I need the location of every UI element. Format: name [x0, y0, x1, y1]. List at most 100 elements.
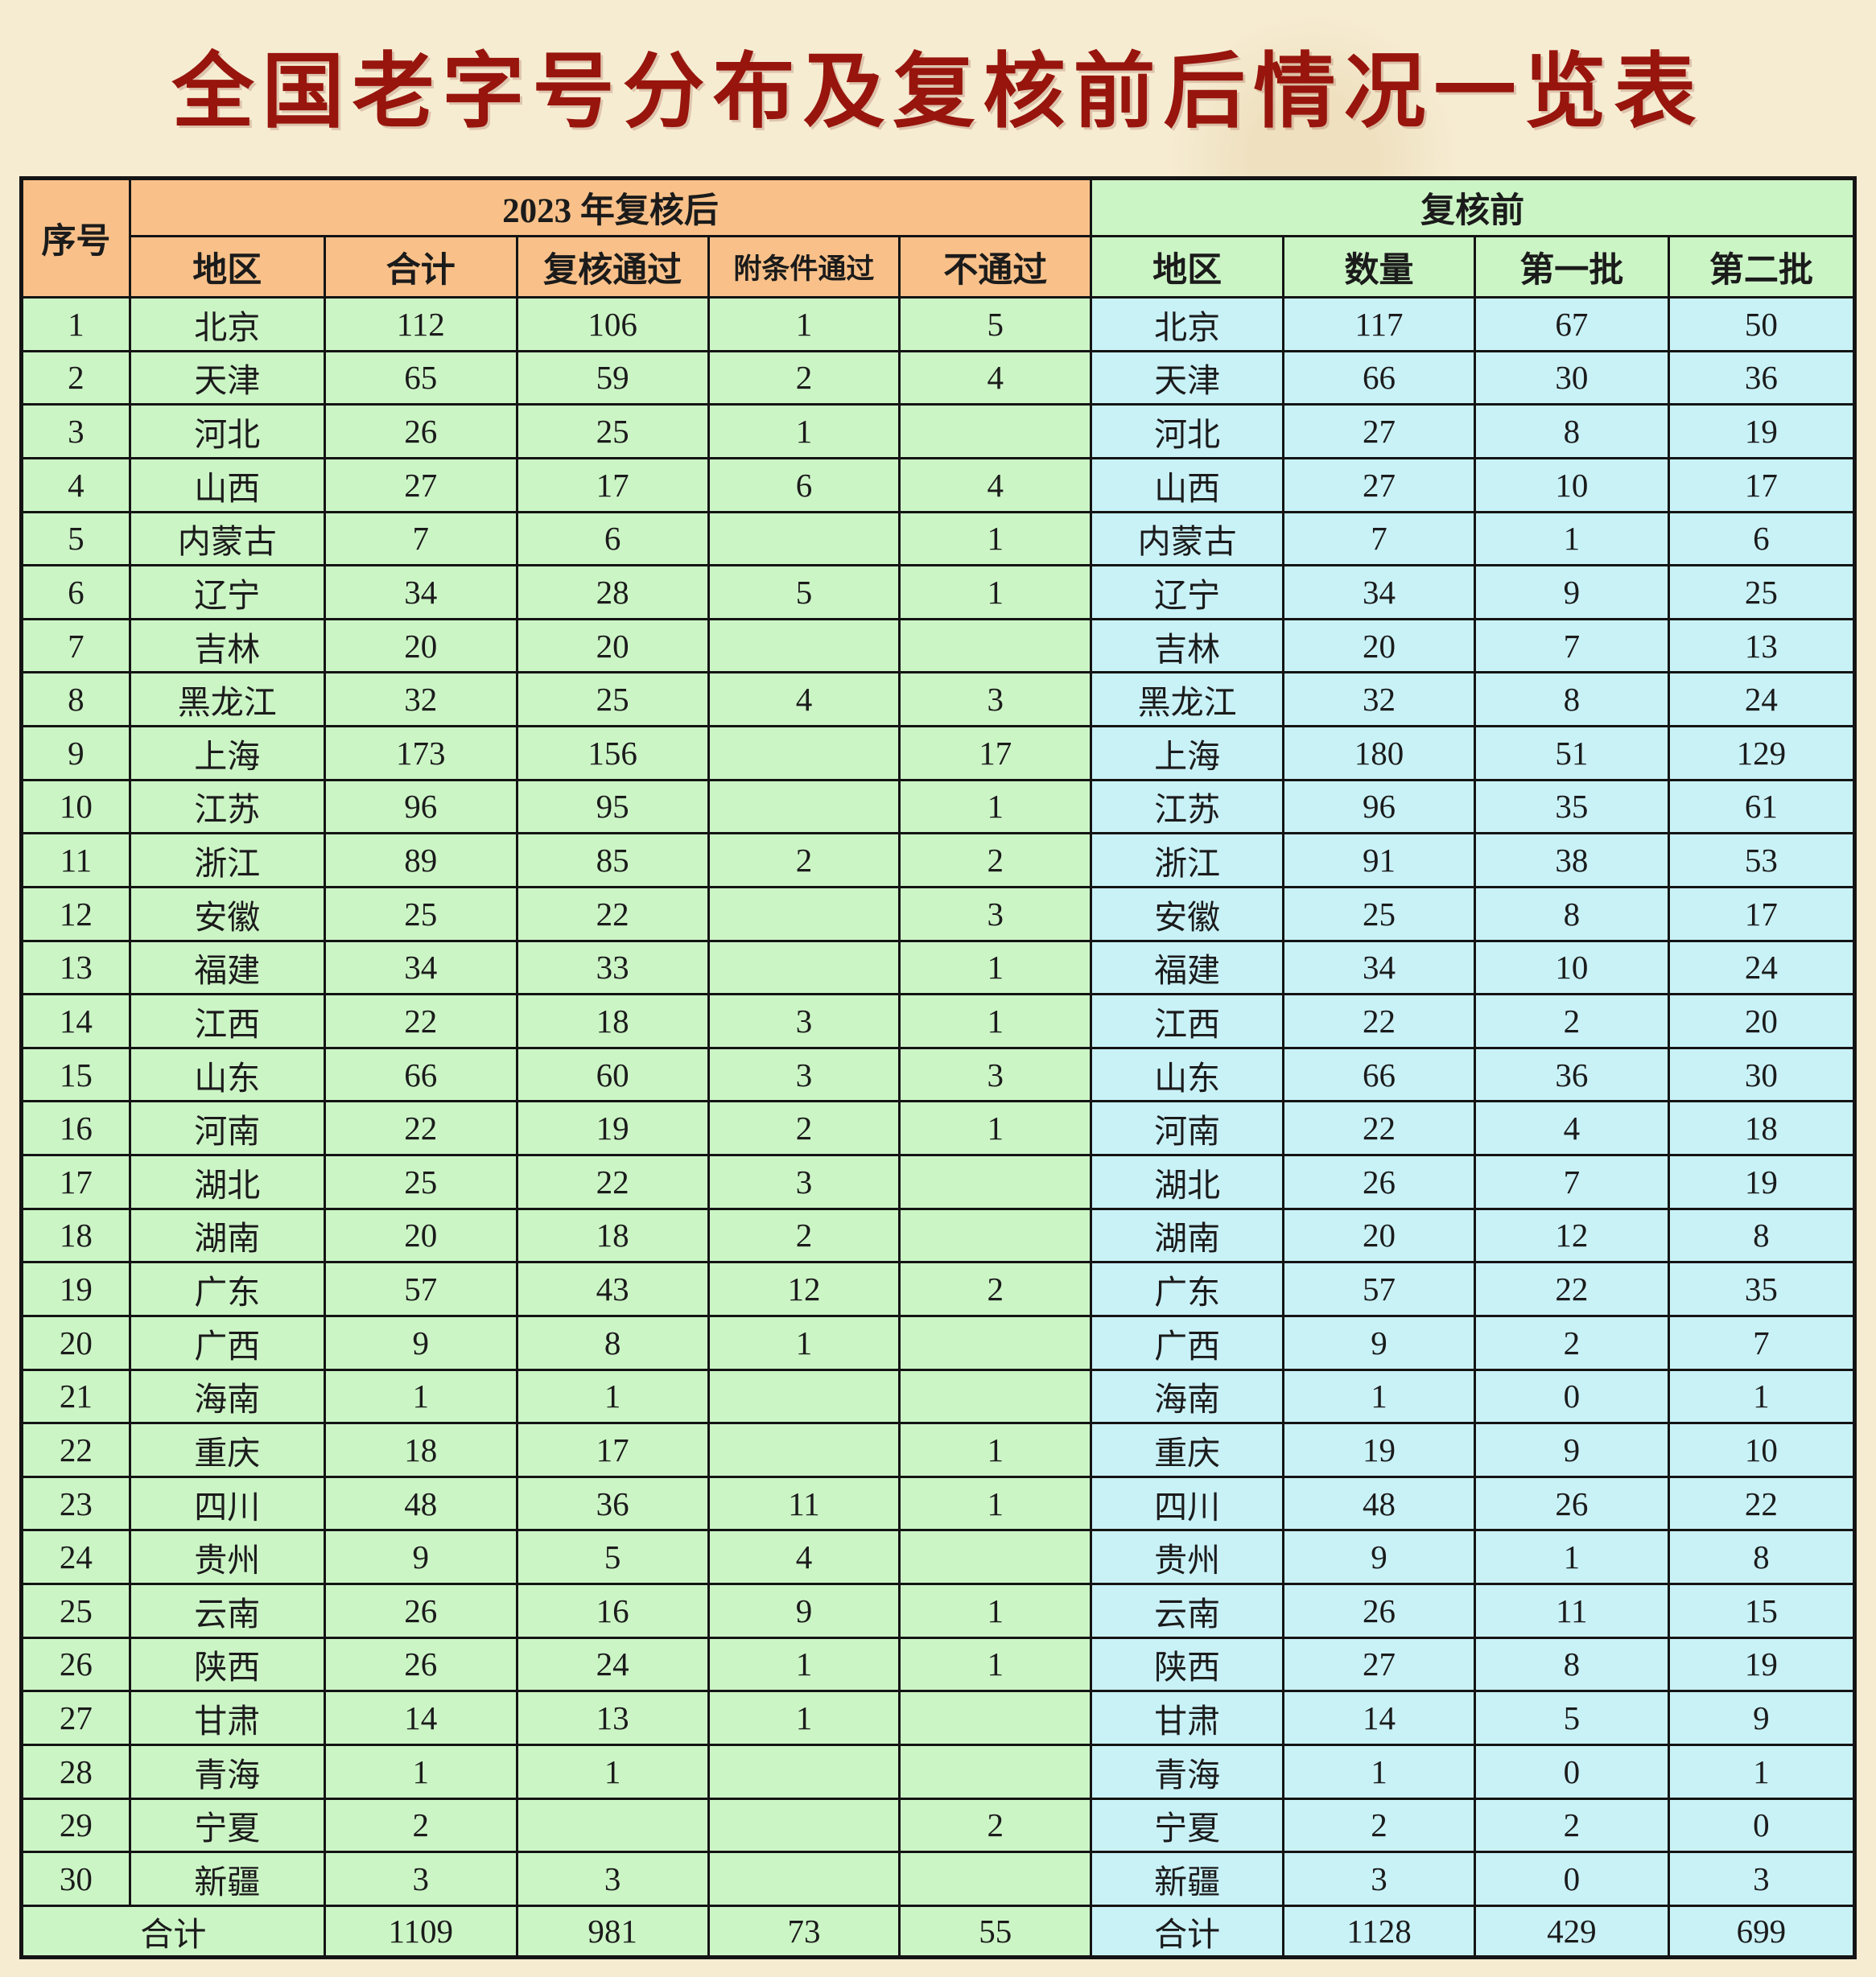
table-row: 10 江苏 96 95 1 江苏 96 35 61 — [20, 778, 1857, 835]
cell-conditional — [707, 510, 901, 567]
cell-batch1: 67 — [1473, 296, 1670, 352]
cell-conditional: 6 — [707, 456, 901, 513]
cell-total: 9 — [323, 1314, 518, 1371]
cell-total: 9 — [323, 1529, 518, 1585]
cell-batch2: 10 — [1667, 1422, 1857, 1478]
cell-pre-region: 广东 — [1090, 1261, 1285, 1317]
cell-pre-region: 四川 — [1090, 1475, 1285, 1532]
cell-failed: 1 — [898, 1475, 1093, 1532]
cell-conditional: 12 — [707, 1261, 901, 1317]
cell-region: 甘肃 — [128, 1690, 326, 1746]
cell-pre-region: 江苏 — [1090, 778, 1285, 835]
cell-conditional: 2 — [707, 349, 901, 406]
page-title: 全国老字号分布及复核前后情况一览表 — [171, 47, 1705, 138]
cell-pre-total: 1 — [1282, 1368, 1476, 1425]
cell-batch2: 17 — [1667, 456, 1857, 513]
col-header-conditional-pass: 附条件通过 — [707, 235, 901, 299]
cell-failed: 1 — [898, 510, 1093, 567]
cell-total: 1 — [323, 1743, 518, 1800]
cell-pre-region: 浙江 — [1090, 832, 1285, 888]
cell-region: 新疆 — [128, 1851, 326, 1907]
col-header-seq: 序号 — [20, 177, 131, 299]
cell-total: 32 — [323, 671, 518, 727]
total-batch2: 699 — [1667, 1905, 1857, 1958]
cell-pre-total: 27 — [1282, 456, 1476, 513]
table-row: 3 河北 26 25 1 河北 27 8 19 — [20, 403, 1857, 459]
table-row: 25 云南 26 16 9 1 云南 26 11 15 — [20, 1583, 1857, 1639]
cell-batch1: 7 — [1473, 1154, 1670, 1210]
cell-seq: 2 — [20, 349, 131, 406]
cell-failed: 4 — [898, 456, 1093, 513]
cell-batch1: 2 — [1473, 993, 1670, 1049]
cell-batch1: 51 — [1473, 725, 1670, 781]
cell-failed: 3 — [898, 1046, 1093, 1103]
cell-seq: 8 — [20, 671, 131, 727]
cell-region: 辽宁 — [128, 564, 326, 620]
cell-failed: 1 — [898, 939, 1093, 996]
cell-total: 22 — [323, 993, 518, 1049]
cell-batch1: 22 — [1473, 1261, 1670, 1317]
total-passed: 981 — [515, 1905, 710, 1958]
cell-passed: 85 — [515, 832, 710, 888]
table-row: 4 山西 27 17 6 4 山西 27 10 17 — [20, 456, 1857, 513]
cell-pre-total: 27 — [1282, 1636, 1476, 1693]
table-row: 5 内蒙古 7 6 1 内蒙古 7 1 6 — [20, 510, 1857, 567]
table-row: 22 重庆 18 17 1 重庆 19 9 10 — [20, 1422, 1857, 1478]
cell-conditional — [707, 725, 901, 781]
cell-conditional: 2 — [707, 1207, 901, 1264]
cell-failed: 4 — [898, 349, 1093, 406]
cell-total: 26 — [323, 403, 518, 459]
cell-failed: 3 — [898, 885, 1093, 942]
cell-conditional — [707, 1851, 901, 1907]
cell-pre-region: 海南 — [1090, 1368, 1285, 1425]
cell-pre-total: 117 — [1282, 296, 1476, 352]
col-header-before-region: 地区 — [1090, 235, 1285, 299]
cell-conditional — [707, 1422, 901, 1478]
cell-batch1: 0 — [1473, 1851, 1670, 1907]
cell-seq: 21 — [20, 1368, 131, 1425]
cell-conditional — [707, 885, 901, 942]
cell-pre-total: 22 — [1282, 993, 1476, 1049]
cell-batch2: 30 — [1667, 1046, 1857, 1103]
cell-batch1: 1 — [1473, 510, 1670, 567]
cell-pre-region: 新疆 — [1090, 1851, 1285, 1907]
cell-pre-region: 天津 — [1090, 349, 1285, 406]
cell-region: 江苏 — [128, 778, 326, 835]
header-row-groups: 序号 2023 年复核后 复核前 — [20, 177, 1856, 299]
table-row: 13 福建 34 33 1 福建 34 10 24 — [20, 939, 1857, 996]
table-row: 1 北京 112 106 1 5 北京 117 67 50 — [20, 296, 1857, 352]
cell-passed: 25 — [515, 403, 710, 459]
table-row: 14 江西 22 18 3 1 江西 22 2 20 — [20, 993, 1857, 1049]
cell-batch2: 6 — [1667, 510, 1857, 567]
cell-pre-region: 重庆 — [1090, 1422, 1285, 1478]
cell-seq: 4 — [20, 456, 131, 513]
cell-pre-total: 66 — [1282, 349, 1476, 406]
cell-failed: 1 — [898, 1100, 1093, 1156]
cell-batch2: 19 — [1667, 1154, 1857, 1210]
cell-batch2: 129 — [1667, 725, 1857, 781]
cell-region: 河南 — [128, 1100, 326, 1156]
cell-total: 89 — [323, 832, 518, 888]
cell-pre-region: 安徽 — [1090, 885, 1285, 942]
cell-pre-region: 广西 — [1090, 1314, 1285, 1371]
table-row: 29 宁夏 2 2 宁夏 2 2 0 — [20, 1797, 1857, 1854]
table-row: 20 广西 9 8 1 广西 9 2 7 — [20, 1314, 1857, 1371]
cell-failed: 3 — [898, 671, 1093, 727]
cell-passed: 28 — [515, 564, 710, 620]
cell-batch1: 9 — [1473, 1422, 1670, 1478]
cell-conditional: 9 — [707, 1583, 901, 1639]
cell-total: 20 — [323, 617, 518, 674]
cell-batch1: 10 — [1473, 456, 1670, 513]
total-batch1: 429 — [1473, 1905, 1670, 1958]
cell-conditional: 5 — [707, 564, 901, 620]
table-row: 27 甘肃 14 13 1 甘肃 14 5 9 — [20, 1690, 1857, 1746]
cell-failed — [898, 617, 1093, 674]
table-row: 19 广东 57 43 12 2 广东 57 22 35 — [20, 1261, 1857, 1317]
total-conditional: 73 — [707, 1905, 901, 1958]
cell-passed: 22 — [515, 885, 710, 942]
table-row: 21 海南 1 1 海南 1 0 1 — [20, 1368, 1857, 1425]
cell-conditional: 2 — [707, 1100, 901, 1156]
cell-conditional — [707, 1368, 901, 1425]
cell-batch1: 4 — [1473, 1100, 1670, 1156]
cell-region: 北京 — [128, 296, 326, 352]
